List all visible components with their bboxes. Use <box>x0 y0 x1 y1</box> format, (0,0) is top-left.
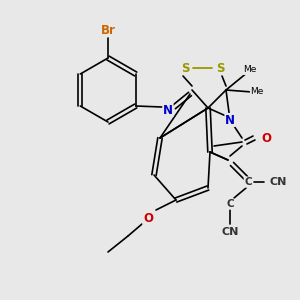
Text: O: O <box>143 212 153 224</box>
Text: Me: Me <box>250 88 264 97</box>
Text: N: N <box>225 113 235 127</box>
Text: O: O <box>261 131 271 145</box>
Text: CN: CN <box>221 227 239 237</box>
Text: S: S <box>216 61 224 74</box>
Text: C: C <box>244 177 252 187</box>
Text: C: C <box>226 199 234 209</box>
Text: Me: Me <box>243 65 257 74</box>
Text: S: S <box>181 61 189 74</box>
Text: N: N <box>163 103 173 116</box>
Text: CN: CN <box>269 177 287 187</box>
Text: Br: Br <box>100 23 116 37</box>
